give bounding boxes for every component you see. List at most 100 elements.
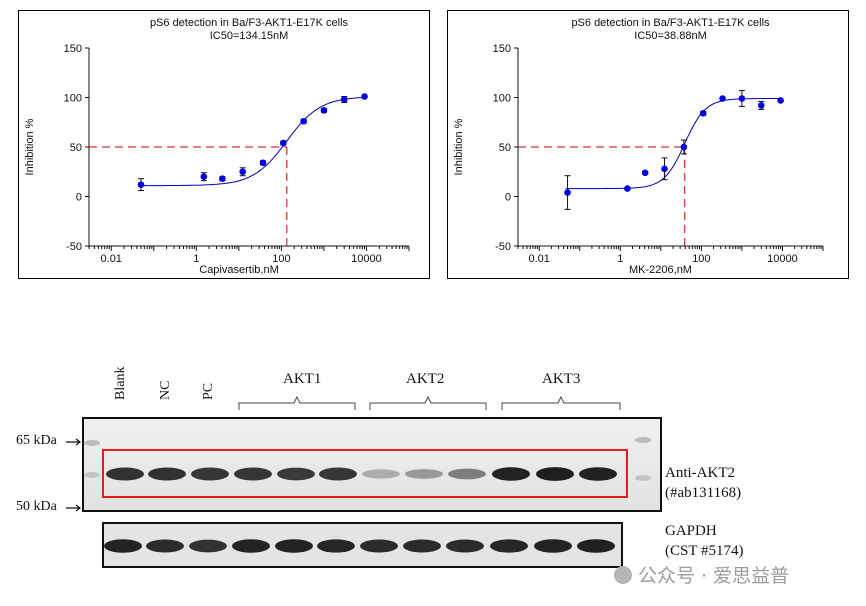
highlight-box <box>102 449 628 498</box>
y-tick-label: 50 <box>499 142 511 154</box>
data-point <box>320 107 328 114</box>
y-tick-label: 100 <box>64 93 82 105</box>
gapdh-band <box>446 539 484 553</box>
akt2-band <box>405 469 443 479</box>
y-axis-label: Inhibition % <box>453 118 465 175</box>
x-tick-label: 10000 <box>351 253 382 265</box>
data-point <box>200 173 208 180</box>
akt2-band <box>448 468 486 480</box>
data-point <box>259 159 267 167</box>
watermark-text: 公众号 · 爱思益普 <box>638 565 790 587</box>
chart-svg: pS6 detection in Ba/F3-AKT1-E17K cellsIC… <box>453 17 824 276</box>
x-axis-label: MK-2206,nM <box>629 264 692 276</box>
gapdh-band <box>104 539 142 553</box>
gapdh-band <box>189 539 227 553</box>
ladder-band <box>84 472 100 478</box>
group-label-akt3: AKT3 <box>542 371 581 387</box>
x-tick-label: 1 <box>617 253 623 265</box>
chart-svg: pS6 detection in Ba/F3-AKT1-E17K cellsIC… <box>24 17 410 276</box>
x-tick-label: 1 <box>193 253 199 265</box>
watermark: 公众号 · 爱思益普 <box>614 561 789 588</box>
antibody-catalog: (#ab131168) <box>665 485 742 501</box>
ladder-band <box>84 440 100 446</box>
data-point <box>239 168 246 176</box>
akt2-band <box>191 467 229 481</box>
y-tick-label: -50 <box>495 241 511 253</box>
bracket-akt1 <box>238 395 356 410</box>
x-tick-label: 100 <box>272 253 290 265</box>
x-tick-label: 0.01 <box>101 253 122 265</box>
y-tick-label: 100 <box>493 93 511 105</box>
ic50-chart-capivasertib: pS6 detection in Ba/F3-AKT1-E17K cells IC… <box>18 10 430 279</box>
chart-subtitle: IC50=134.15nM <box>210 30 289 42</box>
x-axis-label: Capivasertib,nM <box>199 264 278 276</box>
group-label-akt1: AKT1 <box>283 371 322 387</box>
x-tick-label: 10000 <box>767 253 798 265</box>
bracket-akt2 <box>369 395 487 410</box>
marker-label-65kda: 65 kDa <box>16 433 57 448</box>
gapdh-band <box>317 539 355 553</box>
akt2-band <box>234 467 272 481</box>
chart-title: pS6 detection in Ba/F3-AKT1-E17K cells <box>571 17 770 29</box>
data-point <box>680 143 688 151</box>
y-tick-label: 150 <box>493 43 511 55</box>
gapdh-band <box>146 539 184 553</box>
data-point <box>361 93 368 100</box>
marker-label-50kda: 50 kDa <box>16 499 57 514</box>
wechat-icon <box>614 566 632 584</box>
blot-svg <box>66 395 662 568</box>
data-point <box>280 139 287 147</box>
antibody-name: Anti-AKT2 <box>665 465 735 481</box>
akt2-band <box>362 469 400 479</box>
akt2-band <box>579 467 617 481</box>
chart-title: pS6 detection in Ba/F3-AKT1-E17K cells <box>150 17 349 29</box>
data-point <box>738 95 746 102</box>
gapdh-band <box>360 539 398 553</box>
gapdh-bands <box>104 539 615 553</box>
akt2-band <box>319 467 357 481</box>
y-tick-label: 0 <box>76 192 82 204</box>
data-point <box>757 102 765 109</box>
chart-subtitle: IC50=38.88nM <box>634 30 706 42</box>
data-point <box>699 110 707 117</box>
gapdh-band <box>577 539 615 553</box>
data-point <box>137 181 145 188</box>
data-point <box>300 117 307 125</box>
gapdh-band <box>490 539 528 553</box>
gapdh-band <box>232 539 270 553</box>
ladder-band <box>635 437 651 443</box>
akt2-band <box>148 467 186 481</box>
western-blot-figure: Blank NC PC AKT1 AKT2 AKT3 65 kDa 5 <box>0 360 866 606</box>
fit-curve <box>138 96 367 187</box>
data-point <box>719 95 726 102</box>
group-label-akt2: AKT2 <box>406 371 445 387</box>
akt2-band <box>536 467 574 481</box>
data-point <box>219 175 226 182</box>
marker-arrow-50 <box>66 504 81 512</box>
marker-arrow-65 <box>66 438 81 446</box>
akt2-band <box>106 467 144 481</box>
gapdh-band <box>534 539 572 553</box>
bracket-akt3 <box>501 395 621 410</box>
data-point <box>777 97 784 104</box>
akt2-band <box>277 467 315 481</box>
gapdh-band <box>275 539 313 553</box>
akt2-bands <box>106 467 617 481</box>
y-axis-label: Inhibition % <box>24 118 36 175</box>
akt2-band <box>492 467 530 481</box>
x-tick-label: 0.01 <box>528 253 549 265</box>
loading-control-catalog: (CST #5174) <box>665 543 744 559</box>
loading-control-name: GAPDH <box>665 523 717 539</box>
membrane-texture <box>84 419 660 510</box>
data-point <box>564 189 571 196</box>
y-tick-label: 150 <box>64 43 82 55</box>
gapdh-band <box>403 539 441 553</box>
data-point <box>624 185 631 192</box>
y-tick-label: 50 <box>70 142 82 154</box>
ladder-band <box>635 475 651 481</box>
y-tick-label: -50 <box>66 241 82 253</box>
y-tick-label: 0 <box>505 192 511 204</box>
fit-curve <box>565 98 783 190</box>
data-point <box>641 169 649 177</box>
ic50-chart-mk2206: pS6 detection in Ba/F3-AKT1-E17K cells IC… <box>447 10 849 279</box>
